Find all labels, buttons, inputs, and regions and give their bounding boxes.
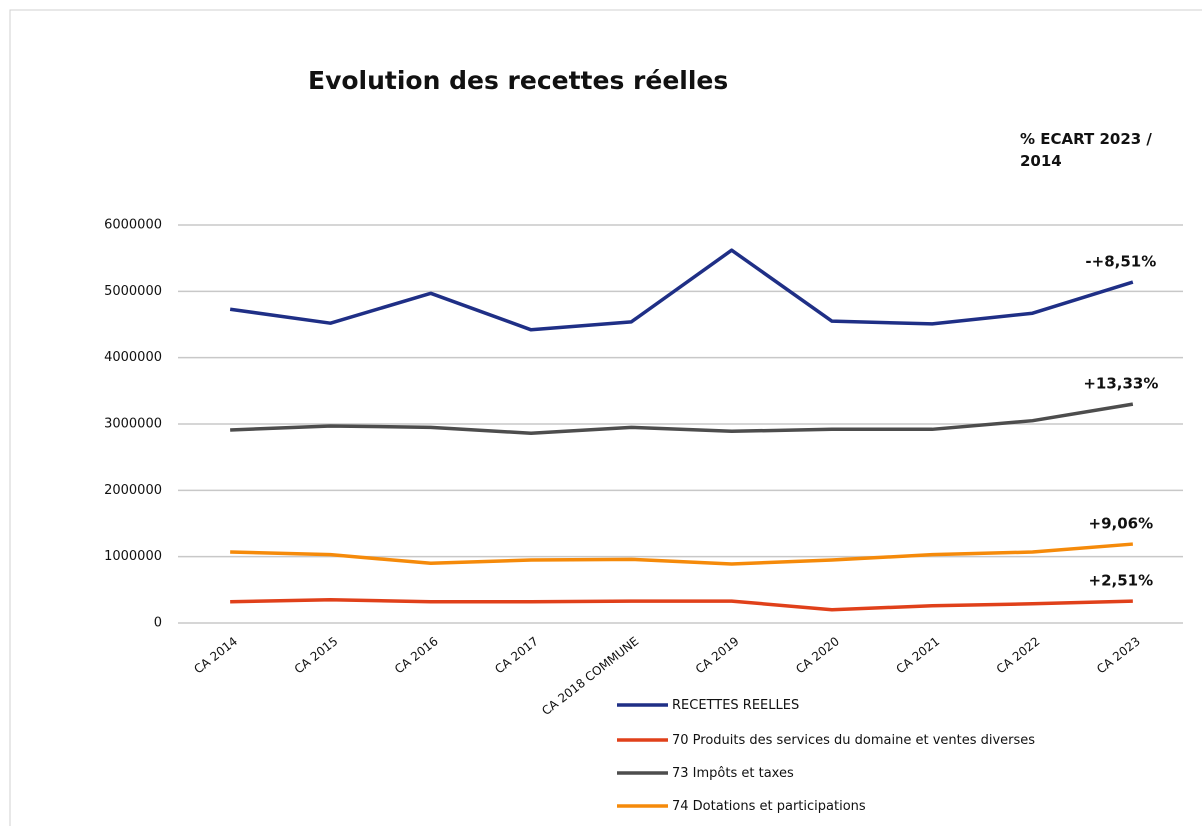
y-tick-label: 3000000	[104, 417, 162, 432]
series-line	[230, 598, 1133, 612]
frame	[9, 9, 1202, 826]
y-tick-label: 4000000	[104, 350, 162, 365]
legend-label: RECETTES REELLES	[672, 698, 800, 713]
y-tick-label: 1000000	[104, 549, 162, 564]
end-label: +9,06%	[1089, 515, 1154, 533]
chart-title: Evolution des recettes réelles	[308, 66, 728, 95]
x-tick-label: CA 2021	[893, 634, 942, 676]
series-line	[230, 402, 1134, 436]
y-tick-label: 2000000	[104, 483, 162, 498]
end-label: -+8,51%	[1085, 253, 1156, 271]
x-tick-label: CA 2014	[191, 634, 240, 676]
series-line	[230, 542, 1133, 566]
y-tick-label: 0	[154, 616, 162, 631]
subtitle: % ECART 2023 / 2014	[1020, 130, 1152, 170]
y-tick-label: 5000000	[104, 284, 162, 299]
legend-label: 73 Impôts et taxes	[672, 766, 794, 781]
series-line	[229, 248, 1134, 332]
x-tick-label: CA 2015	[292, 634, 341, 676]
x-tick-label: CA 2017	[492, 634, 541, 676]
legend-label: 70 Produits des services du domaine et v…	[672, 733, 1036, 748]
end-label: +13,33%	[1083, 375, 1158, 393]
end-label: +2,51%	[1089, 572, 1154, 590]
x-tick-label: CA 2023	[1094, 634, 1143, 676]
x-tick-label: CA 2020	[793, 634, 842, 676]
x-tick-label: CA 2022	[994, 634, 1043, 676]
legend-label: 74 Dotations et participations	[672, 799, 866, 814]
y-tick-label: 6000000	[104, 218, 162, 233]
x-tick-label: CA 2016	[392, 634, 441, 676]
x-tick-label: CA 2019	[693, 634, 742, 676]
